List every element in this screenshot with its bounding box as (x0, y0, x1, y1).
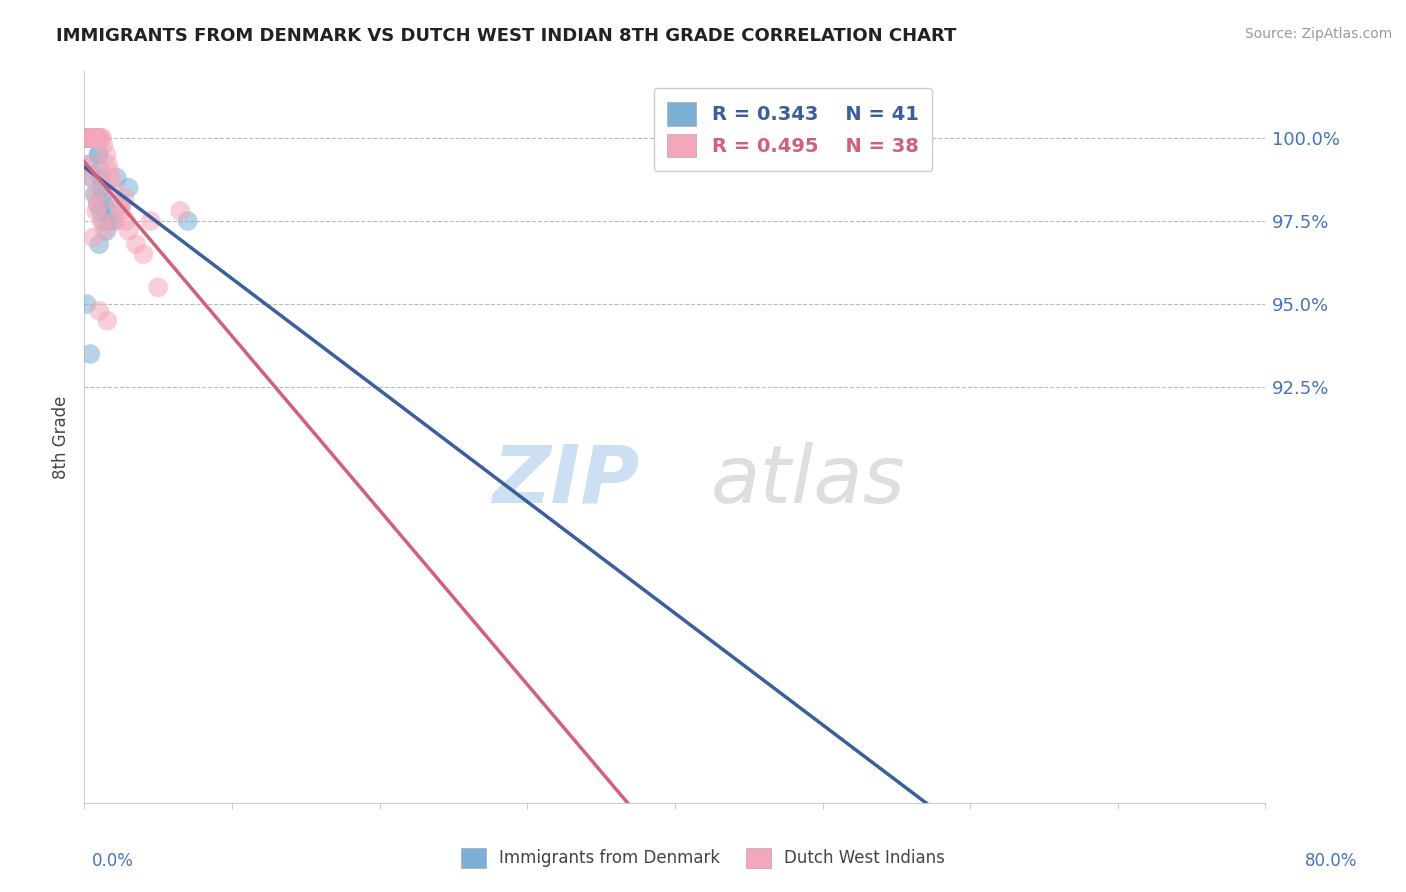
Text: 80.0%: 80.0% (1305, 852, 1357, 870)
Point (90, 204, 112, 219)
Y-axis label: 8th Grade: 8th Grade (52, 395, 70, 479)
Point (177, 214, 200, 228)
Point (86, 197, 108, 211)
Point (76, 131, 98, 145)
Point (114, 214, 136, 228)
Point (91, 191, 114, 205)
Point (105, 170, 128, 185)
Point (84, 131, 107, 145)
Point (132, 247, 155, 261)
Point (87, 147, 110, 161)
Point (84, 204, 107, 219)
Point (80, 131, 103, 145)
Point (87, 303, 111, 318)
Point (77, 131, 100, 145)
Point (86, 131, 108, 145)
Point (77, 131, 100, 145)
Point (89, 164, 111, 178)
Point (87, 147, 111, 161)
Point (77, 157, 100, 171)
Point (90, 131, 112, 145)
Text: Source: ZipAtlas.com: Source: ZipAtlas.com (1244, 27, 1392, 41)
Legend: R = 0.343    N = 41, R = 0.495    N = 38: R = 0.343 N = 41, R = 0.495 N = 38 (654, 88, 932, 171)
Point (96, 204, 118, 219)
Point (79, 131, 101, 145)
Point (84, 131, 107, 145)
Point (93, 137, 115, 152)
Point (97, 157, 120, 171)
Point (118, 224, 141, 238)
Point (125, 237, 148, 252)
Point (86, 131, 108, 145)
Text: atlas: atlas (710, 442, 905, 520)
Point (79, 131, 101, 145)
Point (82, 170, 104, 185)
Point (87, 237, 111, 252)
Point (107, 197, 129, 211)
Point (80, 131, 103, 145)
Point (82, 131, 104, 145)
Point (76, 131, 98, 145)
Point (90, 214, 112, 228)
Point (77, 131, 100, 145)
Point (84, 187, 107, 202)
Point (100, 170, 122, 185)
Point (79, 157, 101, 171)
Point (76, 131, 98, 145)
Point (103, 214, 125, 228)
Point (79, 131, 101, 145)
Point (139, 214, 162, 228)
Point (93, 197, 115, 211)
Point (112, 191, 135, 205)
Point (83, 131, 105, 145)
Point (79, 347, 101, 361)
Point (87, 131, 111, 145)
Point (103, 180, 125, 194)
Point (169, 204, 191, 219)
Point (76, 297, 98, 311)
Point (82, 131, 104, 145)
Point (110, 204, 132, 219)
Point (83, 187, 105, 202)
Point (83, 131, 105, 145)
Point (75, 131, 97, 145)
Point (148, 280, 170, 294)
Point (82, 230, 104, 244)
Point (98, 214, 121, 228)
Point (84, 131, 107, 145)
Point (82, 131, 104, 145)
Point (96, 314, 118, 328)
Point (80, 170, 103, 185)
Text: ZIP: ZIP (492, 442, 640, 520)
Point (104, 214, 127, 228)
Point (110, 197, 132, 211)
Point (96, 224, 118, 238)
Text: IMMIGRANTS FROM DENMARK VS DUTCH WEST INDIAN 8TH GRADE CORRELATION CHART: IMMIGRANTS FROM DENMARK VS DUTCH WEST IN… (56, 27, 956, 45)
Point (96, 147, 118, 161)
Point (86, 131, 108, 145)
Legend: Immigrants from Denmark, Dutch West Indians: Immigrants from Denmark, Dutch West Indi… (454, 841, 952, 875)
Point (118, 180, 141, 194)
Point (98, 164, 121, 178)
Point (80, 131, 103, 145)
Point (90, 170, 112, 185)
Point (90, 180, 112, 194)
Point (87, 197, 110, 211)
Point (83, 131, 105, 145)
Point (91, 131, 114, 145)
Text: 0.0%: 0.0% (91, 852, 134, 870)
Point (93, 224, 115, 238)
Point (93, 214, 115, 228)
